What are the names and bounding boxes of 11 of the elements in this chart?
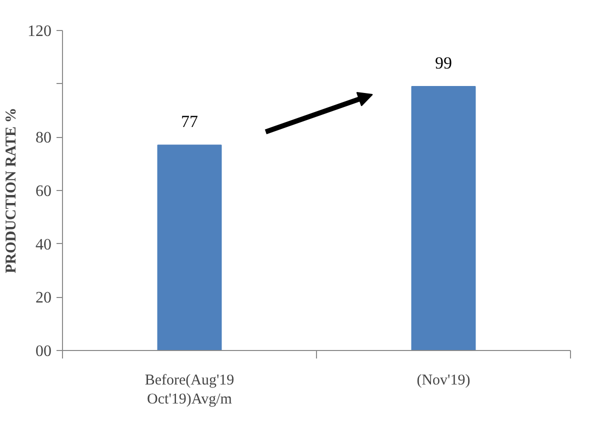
- data-label: 77: [181, 112, 198, 132]
- y-tick-label: 120: [28, 23, 52, 40]
- y-tick-label: 00: [36, 343, 52, 360]
- y-tick-label: 20: [36, 290, 52, 307]
- y-tick-label: 60: [36, 183, 52, 200]
- y-axis-title: PRODUCTION RATE %: [4, 108, 20, 274]
- y-tick-label: 80: [36, 130, 52, 147]
- x-tick-label: Before(Aug'19 Oct'19)Avg/m: [144, 372, 234, 408]
- y-tick-label: 40: [36, 236, 52, 254]
- data-label: 99: [435, 54, 452, 72]
- x-tick-label: (Nov'19): [416, 372, 470, 388]
